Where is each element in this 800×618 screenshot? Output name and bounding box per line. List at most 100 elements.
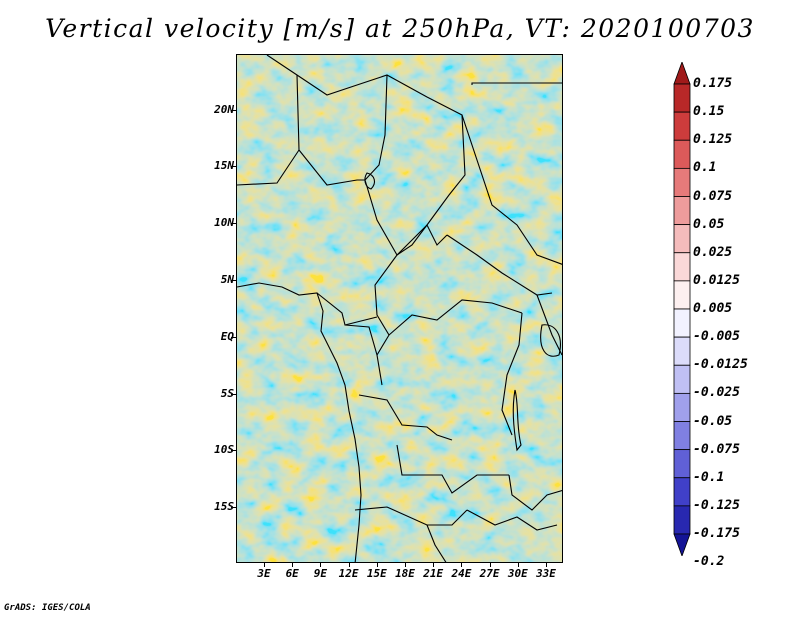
y-tick-label: 10S (214, 443, 234, 456)
map-panel[interactable] (236, 54, 563, 563)
x-tick-label: 24E (451, 567, 472, 580)
colorbar-box (673, 224, 691, 254)
y-tick-mark (231, 280, 236, 281)
plot-title: Vertical velocity [m/s] at 250hPa, VT: 2… (45, 14, 755, 43)
colorbar-box (673, 336, 691, 366)
y-tick-mark (231, 110, 236, 111)
border-line (536, 294, 562, 356)
border-line (446, 234, 553, 296)
x-tick-mark (405, 563, 406, 567)
y-tick-label: 5S (220, 387, 234, 400)
border-line (471, 82, 562, 85)
colorbar-label: 0.15 (693, 104, 725, 120)
colorbar-box (673, 505, 691, 535)
y-tick-label: 10N (214, 216, 234, 229)
colorbar-label: 0.005 (693, 301, 733, 316)
x-tick-label: 18E (395, 567, 415, 580)
border-line (396, 444, 509, 494)
colorbar-box (673, 392, 691, 422)
y-tick-label: 5N (220, 273, 234, 286)
border-line (364, 74, 388, 181)
lake-outline (540, 324, 561, 357)
y-tick-label: 20N (214, 103, 234, 116)
x-tick-label: 6E (285, 567, 299, 580)
y-tick-mark (231, 450, 236, 451)
colorbar-box (673, 252, 691, 282)
y-tick-label: 15S (214, 500, 234, 513)
border-line (364, 179, 448, 256)
colorbar-box (673, 196, 691, 226)
colorbar-box (673, 364, 691, 394)
border-line (508, 474, 562, 511)
border-line (266, 55, 466, 256)
border-line (388, 299, 523, 336)
border-line (358, 394, 453, 441)
colorbar-box (673, 449, 691, 479)
x-tick-mark (517, 563, 519, 567)
colorbar-box (673, 83, 691, 113)
border-line (237, 149, 300, 186)
colorbar-label: -0.125 (693, 497, 740, 513)
border-line (374, 254, 398, 356)
x-tick-mark (348, 563, 350, 567)
y-tick-mark (231, 394, 236, 395)
colorbar-label: 0.05 (693, 216, 725, 232)
colorbar-box (673, 421, 691, 451)
border-line (501, 312, 523, 436)
y-tick-mark (231, 166, 236, 167)
colorbar-label: 0.075 (693, 188, 733, 204)
x-tick-label: 15E (366, 567, 387, 580)
y-tick-label: EQ (220, 330, 234, 343)
y-tick-mark (231, 507, 236, 508)
x-tick-label: 9E (313, 567, 328, 580)
x-tick-mark (292, 563, 294, 567)
x-tick-label: 30E (507, 567, 528, 580)
colorbar-label: 0.1 (693, 160, 717, 176)
velocity-map (237, 55, 562, 562)
border-line (344, 324, 383, 386)
x-tick-label: 33E (536, 567, 556, 580)
colorbar-label: 0.025 (693, 244, 733, 260)
x-tick-label: 12E (338, 567, 359, 580)
velocity-field (237, 55, 562, 562)
x-tick-mark (320, 563, 322, 567)
colorbar-label: -0.05 (693, 413, 733, 429)
colorbar-top-arrow (673, 62, 691, 85)
x-tick-mark (489, 563, 491, 567)
x-tick-label: 21E (423, 567, 444, 580)
country-borders (237, 55, 562, 562)
colorbar-label: -0.0125 (693, 357, 748, 373)
border-line (466, 509, 558, 531)
x-tick-mark (433, 563, 435, 567)
colorbar-label: -0.025 (693, 385, 740, 401)
lake-outline (364, 172, 376, 190)
y-tick-mark (231, 337, 236, 338)
x-tick-label: 27E (479, 567, 500, 580)
colorbar-label: 0.175 (693, 76, 733, 91)
credit-label: GrADS: IGES/COLA (4, 603, 91, 613)
colorbar-label: -0.005 (693, 329, 740, 345)
border-line (316, 292, 378, 326)
colorbar-box (673, 167, 691, 197)
colorbar-box (673, 477, 691, 507)
lake-outline (512, 389, 522, 452)
colorbar-label: 0.0125 (693, 272, 740, 288)
coastline (237, 282, 362, 562)
colorbar-box (673, 280, 691, 310)
colorbar-label: -0.1 (693, 469, 725, 485)
x-tick-label: 3E (257, 567, 271, 580)
border-line (461, 114, 562, 265)
colorbar-box (673, 308, 691, 338)
colorbar-label: -0.2 (693, 554, 725, 570)
x-tick-mark (264, 563, 265, 567)
x-tick-mark (461, 563, 463, 567)
colorbar-box (673, 139, 691, 169)
colorbar-label: -0.075 (693, 441, 740, 457)
colorbar (673, 62, 691, 556)
y-tick-mark (231, 223, 236, 224)
x-tick-mark (376, 563, 378, 567)
colorbar-label: 0.125 (693, 132, 733, 148)
border-line (426, 524, 447, 562)
colorbar-bottom-arrow (673, 533, 691, 556)
colorbar-label: -0.175 (693, 526, 740, 541)
